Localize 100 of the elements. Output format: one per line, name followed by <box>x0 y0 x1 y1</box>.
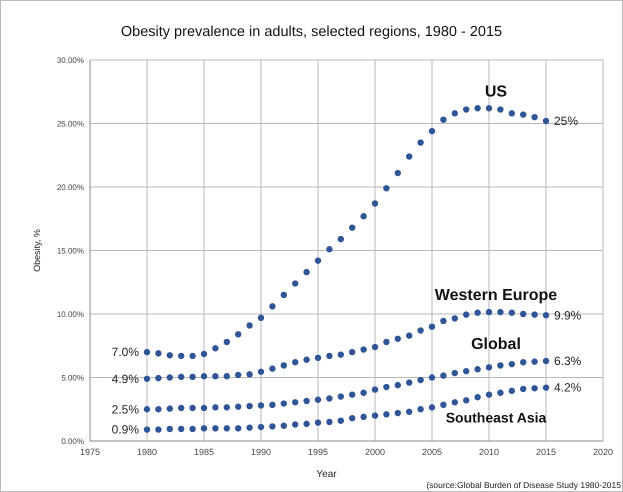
point <box>224 425 230 432</box>
point <box>372 200 378 207</box>
point <box>417 139 424 146</box>
point <box>326 395 333 402</box>
point <box>542 312 550 318</box>
y-tick-label: 0.00% <box>61 437 84 446</box>
point <box>349 348 356 356</box>
point <box>383 384 390 390</box>
point <box>417 327 424 334</box>
point <box>258 314 264 322</box>
point <box>338 351 344 358</box>
point <box>440 318 447 324</box>
point <box>349 391 356 398</box>
point <box>224 373 230 380</box>
point <box>486 364 492 371</box>
point <box>463 106 470 113</box>
point <box>303 356 310 363</box>
point <box>497 390 504 396</box>
data-label: 4.2% <box>554 380 582 395</box>
point <box>269 423 276 430</box>
point <box>246 322 253 329</box>
point <box>486 308 492 316</box>
point <box>155 374 162 382</box>
point <box>292 399 298 406</box>
point <box>155 406 162 412</box>
point <box>235 372 242 378</box>
data-label: 4.9% <box>112 372 140 386</box>
point <box>178 426 184 432</box>
point <box>212 425 219 432</box>
point <box>166 405 173 412</box>
point <box>314 257 322 264</box>
point <box>372 386 378 393</box>
point <box>463 368 470 374</box>
point <box>383 185 390 192</box>
data-label: 9.9% <box>554 308 582 322</box>
point <box>189 374 196 380</box>
point <box>406 332 412 339</box>
data-label: 7.0% <box>112 345 140 360</box>
y-tick-label: 5.00% <box>61 374 84 382</box>
x-axis-title: Year <box>316 469 338 480</box>
point <box>349 224 356 231</box>
x-tick-label: 1990 <box>250 447 272 457</box>
text: (source:Global Burden of Disease Study 1980-2015 <box>426 480 622 490</box>
point <box>258 368 264 375</box>
point <box>394 410 401 416</box>
point <box>452 110 458 117</box>
point <box>520 111 526 118</box>
point <box>224 404 230 411</box>
point <box>200 425 208 432</box>
point <box>531 358 538 365</box>
chart-title: Obesity prevalence in adults, selected regions, 1980 - 2015 <box>120 24 502 40</box>
x-tick-label: 1975 <box>80 447 100 457</box>
y-tick-label: 25.00% <box>56 120 84 128</box>
point <box>144 376 150 382</box>
x-tick-label: 2015 <box>536 447 556 457</box>
point <box>428 374 436 381</box>
point <box>394 170 401 176</box>
x-tick-label: 1985 <box>194 447 214 457</box>
x-tick-label: 2020 <box>592 447 614 457</box>
point <box>326 246 333 252</box>
point <box>406 408 412 415</box>
point <box>235 331 242 338</box>
x-tick-label: 1995 <box>308 447 328 457</box>
point <box>144 426 150 433</box>
y-tick-label: 10.00% <box>56 310 84 319</box>
point <box>314 396 322 403</box>
point <box>258 402 264 409</box>
point <box>338 236 344 242</box>
point <box>246 402 253 410</box>
point <box>372 344 378 350</box>
point <box>360 346 367 353</box>
point <box>520 359 526 366</box>
point <box>326 352 333 360</box>
x-tick-label: 2010 <box>478 447 500 457</box>
series-label: US <box>484 83 508 100</box>
point <box>452 399 458 406</box>
point <box>258 424 264 430</box>
point <box>406 153 412 160</box>
point <box>360 390 367 396</box>
point <box>314 419 322 426</box>
point <box>200 404 208 412</box>
data-label: 0.9% <box>112 422 140 437</box>
point <box>326 418 333 426</box>
y-tick-label: 20.00% <box>56 183 84 192</box>
point <box>166 426 173 432</box>
y-tick-label: 30.00% <box>56 56 84 65</box>
point <box>474 105 481 112</box>
point <box>497 106 504 113</box>
point <box>189 426 196 432</box>
point <box>452 315 458 322</box>
y-axis-title: Obesity, % <box>32 229 42 272</box>
point <box>200 350 208 358</box>
point <box>520 386 526 392</box>
point <box>189 404 196 412</box>
point <box>508 360 515 368</box>
x-tick-label: 2005 <box>422 447 442 457</box>
point <box>280 362 287 369</box>
point <box>269 303 276 310</box>
point <box>394 382 401 388</box>
point <box>144 406 150 412</box>
